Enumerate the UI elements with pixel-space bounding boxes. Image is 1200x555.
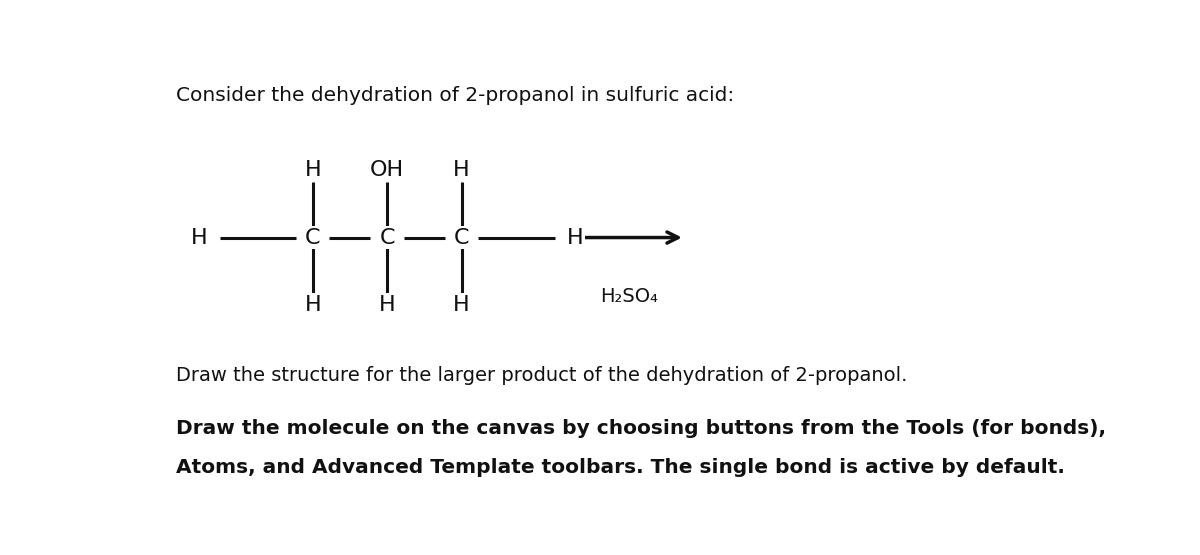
- Text: C: C: [379, 228, 395, 248]
- Text: H: H: [191, 228, 208, 248]
- Text: H: H: [454, 295, 470, 315]
- Text: C: C: [305, 228, 320, 248]
- Text: H: H: [379, 295, 396, 315]
- Text: Atoms, and Advanced Template toolbars. The single bond is active by default.: Atoms, and Advanced Template toolbars. T…: [176, 458, 1064, 477]
- Text: Draw the molecule on the canvas by choosing buttons from the Tools (for bonds),: Draw the molecule on the canvas by choos…: [176, 419, 1106, 438]
- Text: H: H: [566, 228, 583, 248]
- Text: H₂SO₄: H₂SO₄: [600, 287, 658, 306]
- Text: H: H: [305, 295, 322, 315]
- Text: H: H: [305, 160, 322, 180]
- Text: C: C: [454, 228, 469, 248]
- Text: Consider the dehydration of 2-propanol in sulfuric acid:: Consider the dehydration of 2-propanol i…: [176, 86, 734, 105]
- Text: H: H: [454, 160, 470, 180]
- Text: Draw the structure for the larger product of the dehydration of 2-propanol.: Draw the structure for the larger produc…: [176, 366, 907, 385]
- Text: OH: OH: [370, 160, 404, 180]
